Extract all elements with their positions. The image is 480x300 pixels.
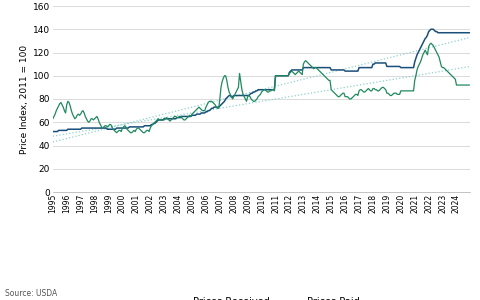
Line: Prices Paid: Prices Paid [53, 29, 469, 131]
Prices Paid [444, 31, 450, 34]
Prices Paid [467, 31, 472, 34]
Legend: Prices Received, Prices Paid: Prices Received, Prices Paid [160, 294, 363, 300]
Prices Received [467, 83, 472, 87]
Prices Received [189, 112, 195, 116]
Line: Prices Received: Prices Received [53, 43, 469, 133]
Prices Paid [188, 115, 194, 118]
Prices Received [445, 70, 451, 74]
Prices Paid [232, 94, 238, 97]
Prices Paid [174, 116, 180, 119]
Prices Received [50, 117, 56, 121]
Prices Received [114, 131, 120, 134]
Prices Received [196, 105, 202, 109]
Prices Received [101, 125, 107, 129]
Text: Source: USDA: Source: USDA [5, 290, 57, 298]
Y-axis label: Price Index, 2011 = 100: Price Index, 2011 = 100 [20, 44, 29, 154]
Prices Paid [195, 112, 201, 116]
Prices Received [175, 116, 181, 119]
Prices Paid [428, 27, 434, 31]
Prices Paid [50, 130, 56, 133]
Prices Paid [101, 126, 107, 130]
Prices Received [233, 90, 239, 94]
Prices Received [428, 41, 434, 45]
